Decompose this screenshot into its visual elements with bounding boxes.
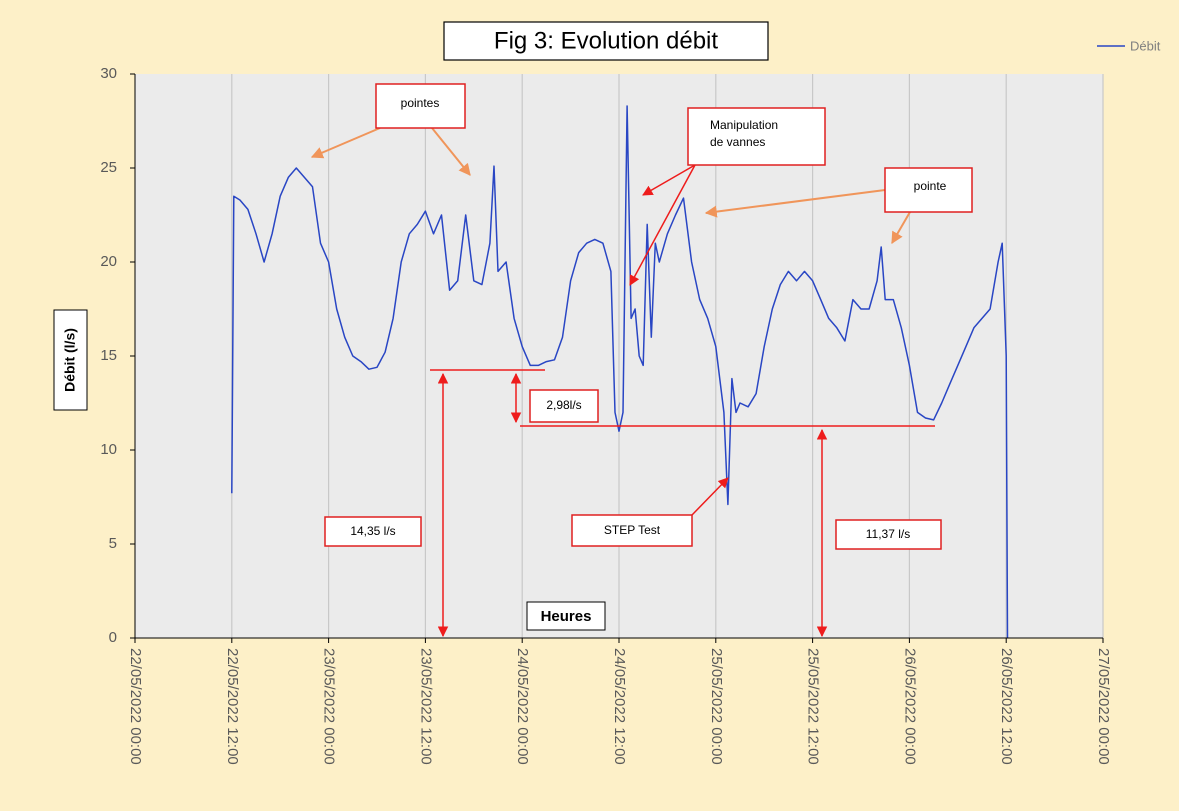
annotation: pointes (401, 96, 440, 110)
x-tick-label: 26/05/2022 00:00 (901, 648, 918, 765)
arrow (704, 189, 886, 218)
y-tick-label: 25 (100, 159, 117, 176)
x-tick-label: 27/05/2022 00:00 (1095, 648, 1112, 765)
y-label-box (53, 309, 88, 411)
annotation: pointe (914, 179, 947, 193)
y-tick-label: 20 (100, 253, 117, 270)
arrow (642, 164, 696, 196)
annotation: 11,37 l/s (866, 527, 910, 541)
x-tick-label: 25/05/2022 12:00 (805, 648, 822, 765)
arrow (310, 127, 381, 159)
arrow (431, 127, 471, 176)
x-label-box (526, 601, 606, 631)
annotation: 14,35 l/s (350, 524, 395, 538)
arrow (891, 211, 911, 245)
annotation-box (884, 167, 973, 213)
y-tick-label: 15 (100, 347, 117, 364)
x-tick-label: 23/05/2022 00:00 (321, 648, 338, 765)
y-tick-label: 30 (100, 65, 117, 82)
legend-label: Débit (1130, 38, 1161, 53)
y-tick-label: 5 (109, 535, 117, 552)
annotation: de vannes (710, 135, 765, 149)
x-tick-label: 22/05/2022 12:00 (224, 648, 241, 765)
annotation-box (529, 389, 599, 423)
arrow (691, 477, 729, 516)
x-tick-label: 24/05/2022 00:00 (514, 648, 531, 765)
series-line (231, 105, 1009, 639)
annotation: Manipulation (710, 118, 778, 132)
x-tick-label: 23/05/2022 12:00 (417, 648, 434, 765)
x-tick-label: 25/05/2022 00:00 (708, 648, 725, 765)
y-axis-label: Débit (l/s) (62, 328, 78, 392)
annotation-box (571, 514, 693, 547)
title-box (443, 21, 769, 61)
annotation: STEP Test (604, 523, 661, 537)
y-tick-label: 10 (100, 441, 117, 458)
x-tick-label: 26/05/2022 12:00 (998, 648, 1015, 765)
annotation-box (835, 519, 942, 550)
x-axis-label: Heures (541, 608, 592, 625)
x-tick-label: 22/05/2022 00:00 (127, 648, 144, 765)
x-tick-label: 24/05/2022 12:00 (611, 648, 628, 765)
annotation-box (375, 83, 466, 129)
arrow (629, 164, 696, 286)
y-tick-label: 0 (109, 629, 117, 646)
annotation-box (324, 516, 422, 547)
chart-title: Fig 3: Evolution débit (494, 27, 718, 54)
annotation: 2,98l/s (546, 398, 581, 412)
annotation-box (687, 107, 826, 166)
